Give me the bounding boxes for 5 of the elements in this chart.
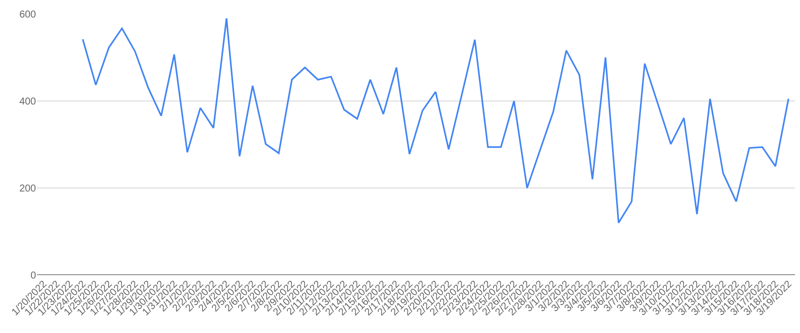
y-tick-label: 600 — [19, 10, 36, 20]
y-tick-label: 0 — [30, 270, 36, 282]
y-tick-label: 200 — [19, 184, 36, 194]
y-tick-label: 400 — [19, 96, 36, 108]
line-series — [82, 18, 790, 224]
